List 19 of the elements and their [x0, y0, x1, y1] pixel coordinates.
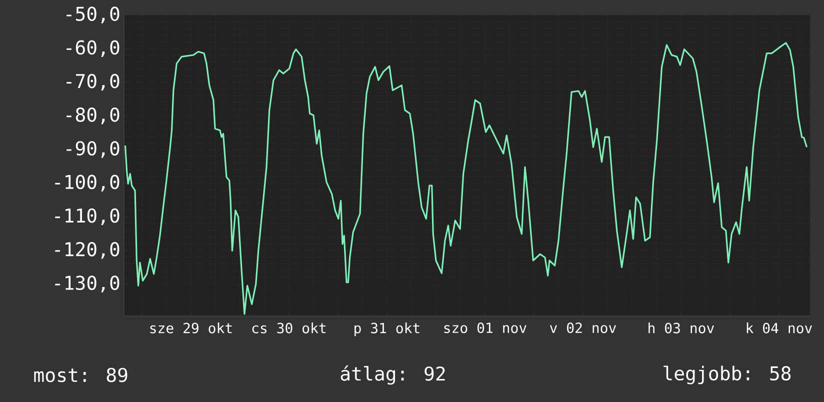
y-tick-label: -130,0: [55, 276, 120, 292]
y-tick-label: -80,0: [66, 108, 120, 124]
text: most: 89: [34, 368, 128, 382]
x-tick-label: sze 29 okt: [150, 322, 232, 334]
x-tick-label: szo 01 nov: [444, 322, 526, 334]
y-tick-label: -90,0: [66, 141, 120, 158]
x-tick-label: cs 30 okt: [252, 322, 326, 334]
x-tick-label: v 02 nov: [550, 322, 616, 334]
y-tick-label: -70,0: [66, 74, 120, 91]
text: átlag: 92: [340, 365, 445, 385]
x-tick-label: k 04 nov: [746, 322, 812, 334]
x-tick-label: h 03 nov: [648, 322, 714, 334]
y-tick-label: -110,0: [55, 208, 120, 226]
text: legjobb: 58: [664, 366, 791, 384]
y-tick-label: -50,0: [66, 6, 120, 24]
y-tick-label: -60,0: [66, 40, 120, 58]
x-tick-label: p 31 okt: [354, 322, 420, 336]
y-tick-label: -100,0: [55, 174, 120, 192]
y-tick-label: -120,0: [55, 242, 120, 259]
